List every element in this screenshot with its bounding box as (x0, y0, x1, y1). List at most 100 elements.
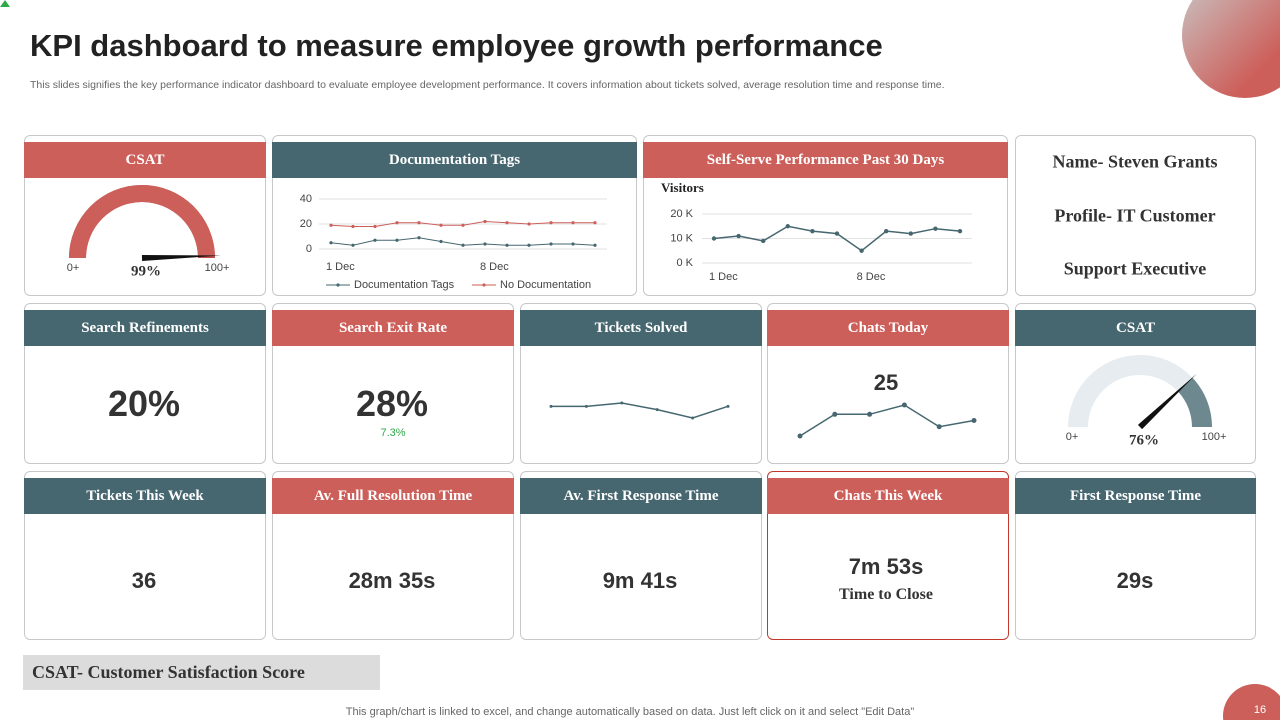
card-header: Documentation Tags (272, 142, 637, 178)
point (505, 221, 509, 225)
y-tick-label: 20 K (670, 208, 693, 220)
gauge-needle (141, 255, 221, 261)
card: Chats Today (767, 303, 1009, 464)
gauge-max: 100+ (1202, 431, 1227, 443)
point (549, 404, 553, 408)
point (329, 241, 333, 245)
point (395, 221, 399, 225)
card: Tickets This Week (24, 471, 266, 640)
point (549, 242, 553, 246)
point (859, 248, 864, 253)
point (571, 242, 575, 246)
card: Chats This Week (767, 471, 1009, 640)
card-header: Self-Serve Performance Past 30 Days (643, 142, 1008, 178)
point (395, 238, 399, 242)
point (461, 223, 465, 227)
card: First Response Time (1015, 471, 1256, 640)
point (736, 233, 741, 239)
point (726, 404, 730, 408)
card-header: Chats This Week (767, 478, 1009, 514)
card (1015, 135, 1256, 296)
point (439, 223, 443, 227)
point (834, 231, 840, 236)
kpi-change: 7.3% (380, 427, 406, 439)
card-header: Av. Full Resolution Time (272, 478, 514, 514)
x-tick-label: 8 Dec (480, 261, 509, 273)
card-header: Chats Today (767, 310, 1009, 346)
point (620, 401, 624, 405)
kpi-value: 28% (355, 383, 429, 424)
card-header: Search Refinements (24, 310, 266, 346)
card: Documentation Tags (272, 135, 637, 296)
chart-label: 25 (873, 370, 899, 395)
gauge-label: 76% (1129, 432, 1159, 448)
kpi-value: 9m 41s (602, 568, 678, 593)
y-tick-label: 0 (306, 243, 312, 255)
profile-line: Profile- IT Customer (1054, 205, 1216, 225)
point (655, 408, 659, 412)
point (957, 228, 963, 234)
card-header: First Response Time (1015, 478, 1256, 514)
point (810, 228, 815, 234)
point (884, 228, 889, 234)
gauge-min: 0+ (67, 262, 80, 274)
card: CSAT (24, 135, 266, 296)
point (711, 236, 717, 241)
point (483, 219, 487, 224)
gauge-value (69, 185, 215, 258)
point (936, 424, 942, 430)
gauge-needle (1137, 373, 1197, 430)
card-header: CSAT (24, 142, 266, 178)
title: KPI dashboard to measure employee growth… (30, 28, 883, 63)
subtitle: This slides signifies the key performanc… (30, 79, 945, 91)
point (593, 221, 597, 225)
x-tick-label: 8 Dec (857, 271, 886, 283)
point (527, 243, 531, 247)
point (933, 226, 938, 231)
sparkline (551, 402, 729, 419)
point (584, 404, 588, 408)
kpi-value: 36 (131, 568, 157, 593)
point (483, 242, 487, 246)
legend-label: Documentation Tags (354, 279, 455, 291)
card-header: Av. First Response Time (520, 478, 762, 514)
gauge-max: 100+ (205, 262, 230, 274)
point (417, 221, 421, 225)
kpi-value: 20% (107, 383, 181, 424)
card-header: Tickets Solved (520, 310, 762, 346)
card-header: Tickets This Week (24, 478, 266, 514)
gauge-value (1177, 377, 1212, 427)
point (832, 411, 838, 417)
card: Self-Serve Performance Past 30 Days (643, 135, 1008, 296)
gauge-min: 0+ (1066, 431, 1079, 443)
point (373, 238, 377, 242)
x-tick-label: 1 Dec (326, 261, 355, 273)
kpi-value: 7m 53s (848, 554, 924, 579)
point (505, 243, 509, 247)
point (417, 236, 421, 240)
y-tick-label: 0 K (676, 257, 693, 269)
point (351, 243, 355, 247)
point (761, 238, 766, 244)
axis-label: Visitors (661, 180, 704, 195)
point (971, 418, 977, 423)
point (901, 402, 907, 408)
legend-label: No Documentation (500, 279, 591, 291)
point (461, 243, 465, 247)
card-header: Search Exit Rate (272, 310, 514, 346)
y-tick-label: 10 K (670, 232, 693, 244)
point (373, 224, 377, 229)
kpi-caption: Time to Close (839, 586, 933, 603)
point (527, 222, 531, 226)
point (549, 221, 553, 225)
profile-line: Name- Steven Grants (1052, 151, 1218, 172)
page-number: 16 (1253, 704, 1267, 716)
card: Search Exit Rate (272, 303, 514, 464)
card: Tickets Solved (520, 303, 762, 464)
gauge-track (1068, 355, 1212, 427)
point (867, 411, 873, 417)
kpi-value: 29s (1116, 568, 1154, 593)
point (571, 221, 575, 225)
